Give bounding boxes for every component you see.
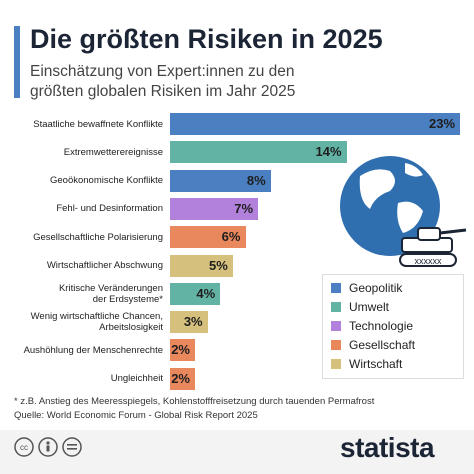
value-label: 4% <box>196 285 216 301</box>
category-label: Wirtschaftlicher Abschwung <box>46 260 163 271</box>
value-label: 2% <box>171 370 190 386</box>
value-label: 6% <box>221 229 241 245</box>
legend-entry: Wirtschaft <box>323 355 463 374</box>
value-label: 3% <box>183 314 203 330</box>
category-label: Wenig wirtschaftliche Chancen, Arbeitslo… <box>30 311 163 334</box>
svg-text:cc: cc <box>20 443 28 452</box>
value-label: 7% <box>234 200 254 216</box>
bar <box>170 254 234 277</box>
bar <box>170 339 196 362</box>
legend-swatch <box>331 283 341 293</box>
bar <box>170 311 208 334</box>
source: Quelle: World Economic Forum - Global Ri… <box>14 410 258 421</box>
footnote: * z.B. Anstieg des Meeresspiegels, Kohle… <box>14 396 375 407</box>
bar <box>170 141 347 164</box>
legend-swatch <box>331 321 341 331</box>
license-icons[interactable]: cc <box>14 436 94 458</box>
category-label: Ungleichheit <box>110 373 163 385</box>
legend-entry: Gesellschaft <box>323 336 463 355</box>
value-label: 8% <box>246 172 266 188</box>
legend-entry: Geopolitik <box>323 279 463 298</box>
category-label: Extremwetterereignisse <box>63 146 163 158</box>
accent-bar <box>14 26 20 98</box>
legend-swatch <box>331 359 341 369</box>
legend: Geopolitik Umwelt Technologie Gesellschaft W… <box>322 274 464 379</box>
category-label: Aushöhlung der Menschenrechte <box>23 344 163 356</box>
bar <box>170 282 221 305</box>
title: Die größten Risiken in 2025 <box>30 24 383 54</box>
legend-swatch <box>331 302 341 312</box>
bar <box>170 226 246 249</box>
svg-text:xxxxxx: xxxxxx <box>415 256 443 266</box>
category-label: Gesellschaftliche Polarisierung <box>33 231 163 243</box>
bar <box>170 113 460 135</box>
legend-entry: Umwelt <box>323 298 463 317</box>
brand-logo[interactable]: statista <box>340 432 435 463</box>
value-label: 23% <box>429 116 456 131</box>
category-label: Geoökonomische Konflikte <box>49 175 163 187</box>
value-label: 5% <box>209 257 228 273</box>
category-label: Kritische Veränderungen der Erdsysteme* <box>58 282 163 305</box>
value-label: 2% <box>171 342 190 358</box>
subtitle: Einschätzung von Expert:innen zu den grö… <box>30 63 296 100</box>
bar <box>170 169 271 192</box>
bar <box>170 367 196 390</box>
category-label: Staatliche bewaffnete Konflikte <box>33 118 163 130</box>
bar <box>170 197 259 220</box>
category-label: Fehl- und Desinformation <box>56 203 163 215</box>
illustration: xxxxxx <box>340 156 467 267</box>
legend-entry: Technologie <box>323 317 463 336</box>
value-label: 14% <box>315 144 342 160</box>
legend-swatch <box>331 340 341 350</box>
